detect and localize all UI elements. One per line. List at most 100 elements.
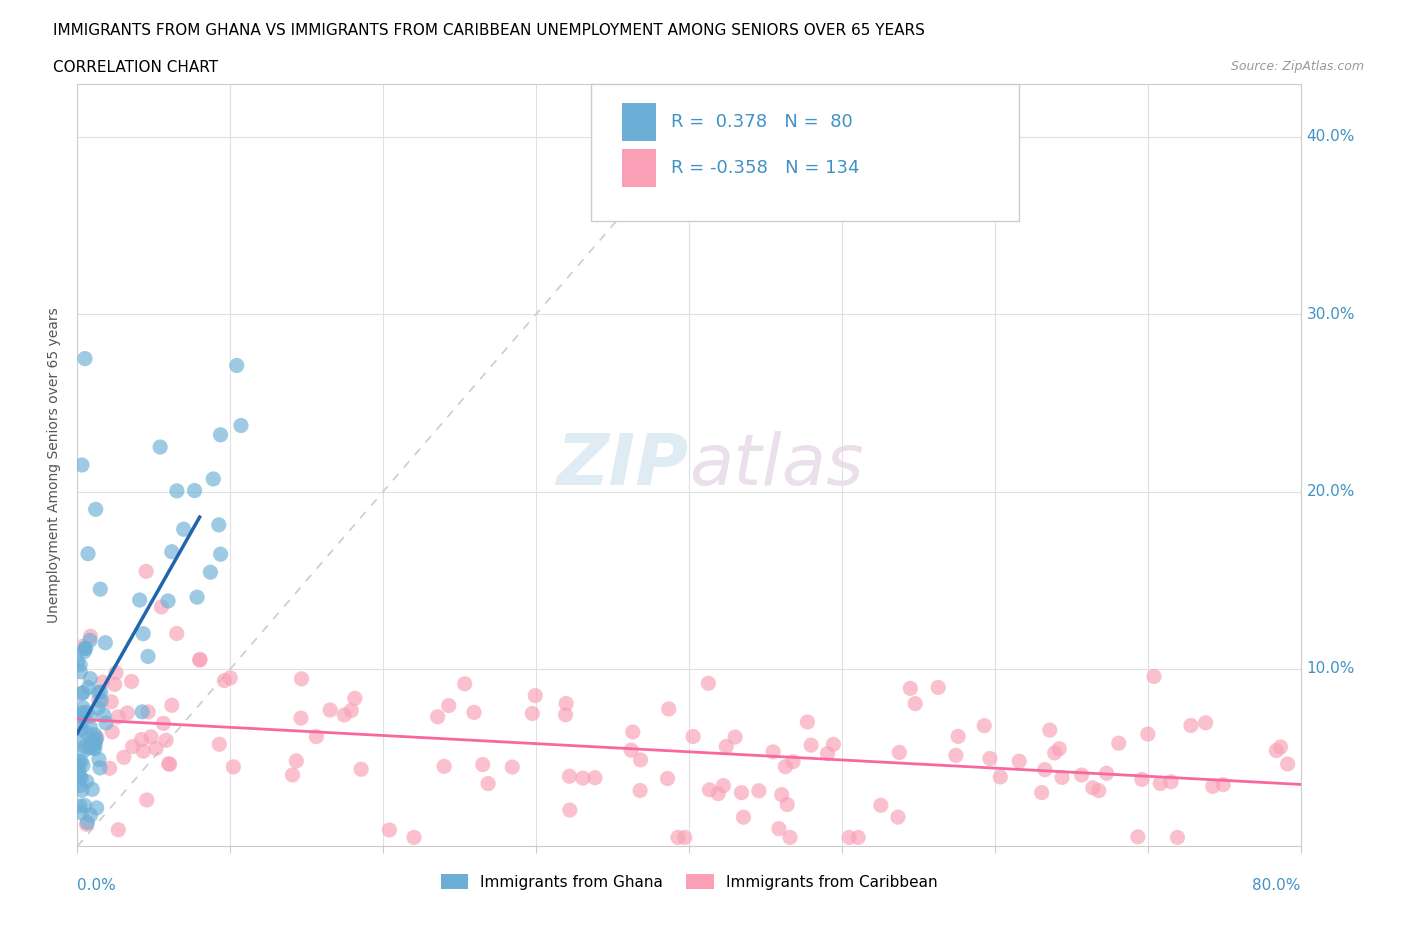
Point [70, 805, 93, 820]
Point [748, 783, 770, 798]
Point [173, 522, 195, 537]
Point [290, 671, 312, 686]
Point [768, 821, 790, 836]
FancyBboxPatch shape [591, 84, 1019, 221]
Point [160, 698, 183, 712]
Point [188, 653, 211, 668]
Point [73, 709, 96, 724]
Point [75, 725, 97, 740]
Point [945, 748, 967, 763]
Point [733, 810, 755, 825]
Point [219, 671, 242, 685]
Text: ZIP: ZIP [557, 431, 689, 499]
Point [437, 698, 460, 713]
Point [477, 777, 499, 791]
Point [1081, 780, 1104, 795]
Point [155, 733, 177, 748]
Text: R =  0.378   N =  80: R = 0.378 N = 80 [671, 113, 852, 131]
Point [770, 787, 793, 802]
Point [558, 803, 581, 817]
Text: CORRELATION CHART: CORRELATION CHART [53, 60, 218, 75]
Point [87, 700, 110, 715]
Point [121, 739, 143, 754]
Point [887, 810, 910, 825]
Point [713, 778, 735, 793]
Text: R = -0.358   N = 134: R = -0.358 N = 134 [671, 159, 859, 177]
Point [1149, 776, 1171, 790]
Point [524, 688, 547, 703]
Point [79, 633, 101, 648]
Point [152, 716, 174, 731]
Point [84, 736, 107, 751]
Point [1277, 756, 1299, 771]
Point [1039, 723, 1062, 737]
Point [73, 644, 96, 659]
Point [89, 761, 111, 776]
Point [1108, 736, 1130, 751]
Point [79, 629, 101, 644]
Text: 80.0%: 80.0% [1253, 878, 1301, 894]
Point [121, 674, 143, 689]
Point [554, 708, 576, 723]
Point [70, 783, 93, 798]
Text: atlas: atlas [689, 431, 863, 499]
Point [209, 547, 232, 562]
Point [682, 729, 704, 744]
Point [630, 752, 652, 767]
Text: Source: ZipAtlas.com: Source: ZipAtlas.com [1230, 60, 1364, 73]
Point [76, 817, 98, 831]
Point [1050, 770, 1073, 785]
Point [1043, 746, 1066, 761]
Point [904, 697, 927, 711]
Point [946, 729, 969, 744]
Point [156, 593, 179, 608]
Point [779, 830, 801, 844]
Point [188, 652, 211, 667]
Point [628, 783, 651, 798]
Point [87, 685, 110, 700]
Point [290, 711, 312, 725]
Point [73, 798, 96, 813]
Point [707, 786, 730, 801]
Point [128, 592, 150, 607]
Point [98, 761, 121, 776]
Point [208, 517, 231, 532]
Point [343, 691, 366, 706]
Point [131, 704, 153, 719]
Bar [621, 103, 657, 141]
Point [83, 727, 105, 742]
Point [870, 798, 893, 813]
Point [471, 757, 494, 772]
Point [1136, 726, 1159, 741]
Point [1031, 785, 1053, 800]
Point [70, 705, 93, 720]
Point [716, 739, 738, 754]
Point [621, 724, 644, 739]
Point [673, 830, 696, 844]
Point [72, 732, 94, 747]
Point [350, 762, 373, 777]
Point [70, 722, 93, 737]
Point [86, 801, 108, 816]
Point [90, 684, 112, 699]
Text: IMMIGRANTS FROM GHANA VS IMMIGRANTS FROM CARIBBEAN UNEMPLOYMENT AMONG SENIORS OV: IMMIGRANTS FROM GHANA VS IMMIGRANTS FROM… [53, 23, 925, 38]
Point [86, 730, 108, 745]
Point [402, 830, 425, 844]
Legend: Immigrants from Ghana, Immigrants from Caribbean: Immigrants from Ghana, Immigrants from C… [434, 868, 943, 896]
Point [139, 729, 162, 744]
Point [70, 686, 93, 701]
Point [73, 352, 96, 366]
Point [838, 830, 860, 844]
Point [823, 737, 845, 751]
Point [1033, 763, 1056, 777]
Point [730, 785, 752, 800]
Point [319, 702, 342, 717]
Point [117, 706, 139, 721]
Point [558, 769, 581, 784]
Point [200, 565, 222, 579]
Point [87, 752, 110, 767]
Point [131, 732, 153, 747]
Point [79, 709, 101, 724]
Point [1160, 775, 1182, 790]
Point [697, 676, 720, 691]
